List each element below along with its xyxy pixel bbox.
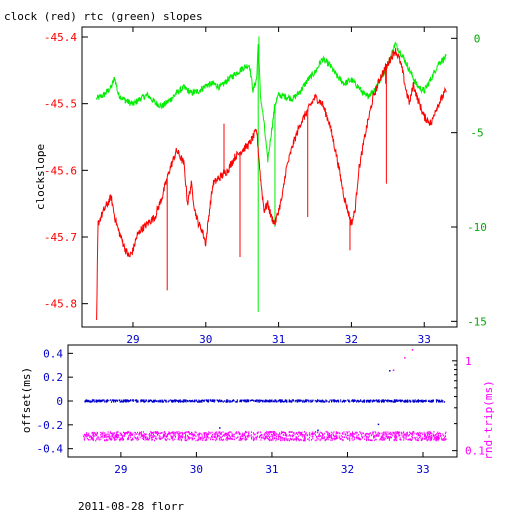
top-x-tick-label: 32 (345, 333, 358, 346)
bottom-axes: 29 30 31 32 33 0.4 0.2 0 -0.2 -0.4 1 0.1 (37, 347, 485, 476)
bottom-y-tick-label: -0.4 (37, 443, 64, 456)
footer-label: 2011-08-28 florr (78, 500, 184, 512)
top-y-axis-label: clockslope (34, 144, 47, 210)
top-axes: 29 30 31 32 33 -45.4 -45.5 -45.6 -45.7 -45.8 0 -5 -1… (44, 27, 487, 346)
top-x-tick-label: 31 (272, 333, 285, 346)
bottom-chart: 29 30 31 32 33 0.4 0.2 0 -0.2 -0.4 1 0.1 offset(ms)… (20, 344, 495, 476)
rtc-line (96, 41, 447, 163)
offset-series (84, 370, 446, 432)
top-y-tick-label: -45.4 (44, 31, 77, 44)
top-x-tick-label: 29 (126, 333, 139, 346)
bottom-x-tick-label: 30 (190, 463, 203, 476)
rtt-points (83, 430, 447, 442)
top-y2-tick-label: -5 (470, 127, 483, 140)
top-y-tick-label: -45.5 (44, 98, 77, 111)
bottom-y-tick-label: -0.2 (37, 419, 64, 432)
bottom-x-tick-label: 31 (265, 463, 278, 476)
bottom-x-tick-label: 32 (341, 463, 354, 476)
top-y2-tick-label: -10 (467, 221, 487, 234)
top-y2-tick-label: 0 (474, 32, 481, 45)
top-y-tick-label: -45.8 (44, 298, 77, 311)
chart-title: clock (red) rtc (green) slopes (4, 10, 203, 23)
bottom-y2-tick-label: 0.1 (465, 445, 485, 458)
rtt-outlier (404, 357, 406, 359)
offset-points (84, 399, 446, 403)
top-chart: 29 30 31 32 33 -45.4 -45.5 -45.6 -45.7 -45.8 0 -5 -1… (34, 26, 487, 346)
bottom-x-tick-label: 33 (416, 463, 429, 476)
rtc-series (96, 36, 447, 312)
bottom-y2-tick-label: 1 (465, 355, 472, 368)
top-y2-tick-label: -15 (467, 315, 487, 328)
top-x-tick-label: 33 (418, 333, 431, 346)
bottom-y-tick-label: 0.4 (43, 347, 63, 360)
top-plot-frame (81, 26, 458, 328)
top-y-tick-label: -45.6 (44, 164, 77, 177)
bottom-y-tick-label: 0 (56, 395, 63, 408)
top-y-tick-label: -45.7 (44, 231, 77, 244)
offset-outlier (219, 427, 221, 429)
rtt-outlier (392, 369, 395, 372)
offset-outlier (317, 429, 319, 432)
bottom-x-tick-label: 29 (114, 463, 127, 476)
clock-line (96, 48, 447, 321)
rtt-series (83, 349, 447, 442)
bottom-y2-axis-label: rnd-trip(ms) (482, 380, 495, 459)
rtt-outlier (411, 349, 414, 351)
clock-series (96, 48, 447, 321)
bottom-plot-frame (67, 344, 458, 458)
offset-outlier (389, 370, 391, 372)
bottom-y-axis-label: offset(ms) (20, 367, 33, 433)
offset-outlier (377, 423, 380, 426)
top-x-tick-label: 30 (199, 333, 212, 346)
bottom-y-tick-label: 0.2 (43, 371, 63, 384)
